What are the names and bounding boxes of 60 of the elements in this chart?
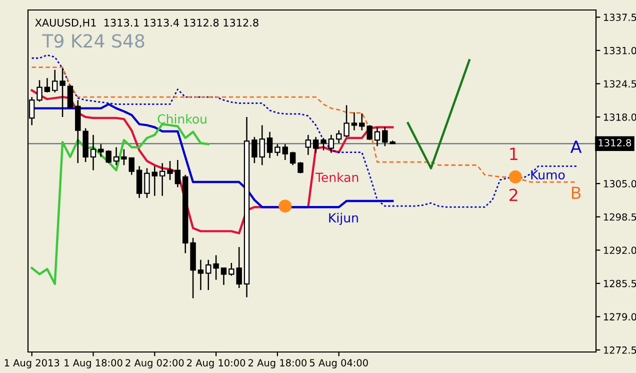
x-tick-label: 1 Aug 2013	[4, 359, 60, 368]
x-tick-label: 2 Aug 18:00	[248, 359, 306, 368]
candlestick	[298, 161, 304, 174]
candlestick	[136, 166, 142, 199]
candlestick	[328, 134, 334, 154]
candlestick	[128, 157, 134, 176]
candlestick	[290, 151, 296, 166]
candlestick	[213, 254, 219, 280]
candlestick	[320, 137, 326, 151]
candlestick	[174, 159, 181, 188]
candlestick	[282, 144, 288, 161]
candlestick	[312, 136, 319, 154]
candlestick	[121, 148, 127, 166]
candlestick	[220, 267, 227, 286]
annotation: T9 K24 S48	[42, 34, 144, 48]
candlestick	[36, 80, 42, 102]
x-tick-label: 2 Aug 02:00	[126, 359, 184, 368]
candlestick	[167, 160, 173, 181]
candlestick	[159, 162, 166, 196]
y-tick-label: 1331.0	[604, 46, 636, 54]
y-tick-label: 1279.0	[604, 313, 636, 321]
series-label: Tenkan	[315, 172, 358, 182]
candlestick	[67, 84, 74, 109]
y-tick-label: 1305.0	[604, 180, 636, 188]
line-series	[30, 123, 210, 286]
candlestick	[374, 126, 380, 147]
annotation: Kumo	[531, 170, 565, 180]
candlestick	[206, 259, 212, 291]
series-label: B	[572, 186, 581, 199]
x-tick-label: 1 Aug 18:00	[64, 359, 122, 368]
candlestick	[344, 104, 350, 138]
ref-line-label: 1312.8	[598, 139, 632, 146]
candlestick	[60, 68, 66, 118]
series-label: Kijun	[329, 212, 358, 225]
candlestick	[152, 166, 158, 196]
series-label: A	[570, 140, 582, 153]
candlestick	[198, 259, 204, 291]
x-tick-label: 5 Aug 04:00	[310, 359, 368, 368]
y-tick-label: 1298.5	[604, 213, 636, 221]
annotation: 1	[510, 148, 518, 160]
y-tick-label: 1324.5	[604, 80, 636, 88]
candlestick	[351, 112, 358, 131]
candlestick	[90, 134, 96, 171]
y-tick-label: 1337.5	[604, 14, 636, 21]
y-tick-label: 1285.5	[604, 280, 636, 288]
candlestick	[52, 69, 58, 94]
x-tick-label: 2 Aug 10:00	[187, 359, 246, 368]
candlestick	[274, 144, 280, 157]
series-label: Chinkou	[158, 114, 206, 124]
y-tick-label: 1292.0	[604, 246, 636, 254]
candlestick	[44, 77, 50, 94]
candlestick	[113, 146, 120, 166]
y-tick-label: 1318.0	[604, 113, 636, 121]
candlestick	[305, 134, 312, 156]
text: XAUUSD,H1 1313.1 1313.4 1312.8 1312.8	[35, 18, 258, 28]
y-tick-label: 1272.5	[604, 346, 636, 354]
candlestick	[266, 131, 273, 159]
candlestick	[336, 130, 342, 144]
candlestick	[144, 168, 150, 199]
annotation: 2	[510, 188, 518, 201]
